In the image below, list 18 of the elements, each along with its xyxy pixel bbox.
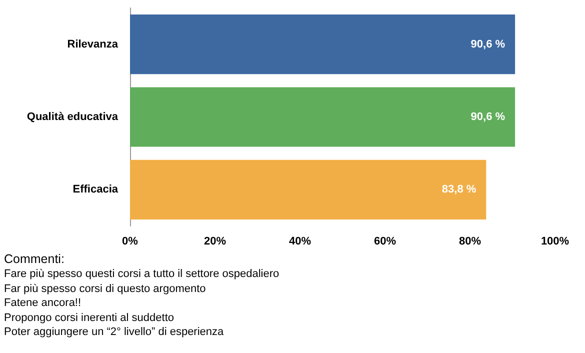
y-tick-label: Qualità educativa [26,111,119,123]
x-tick-label: 60% [374,236,396,248]
text: Fatene ancora!! [4,296,82,311]
data-label: 90,6 % [470,111,506,123]
text: Commenti: [4,251,66,267]
data-label: 90,6 % [470,38,506,50]
x-tick-label: 80% [458,236,482,248]
text: Poter aggiungere un “2° livello” di esperienza [4,325,225,340]
text: Far più spesso corsi di questo argomento [4,282,207,296]
y-tick-label: Efficacia [72,184,119,196]
text: Fare più spesso questi corsi a tutto il settore ospedaliero [4,267,280,282]
data-label: 83,8 % [442,184,476,196]
x-tick-label: 100% [540,236,570,248]
x-tick-label: 20% [204,236,226,248]
y-tick-label: Rilevanza [67,38,119,50]
text: Propongo corsi inerenti al suddetto [4,310,175,326]
x-tick-label: 40% [288,236,312,248]
x-tick-label: 0% [122,236,138,248]
